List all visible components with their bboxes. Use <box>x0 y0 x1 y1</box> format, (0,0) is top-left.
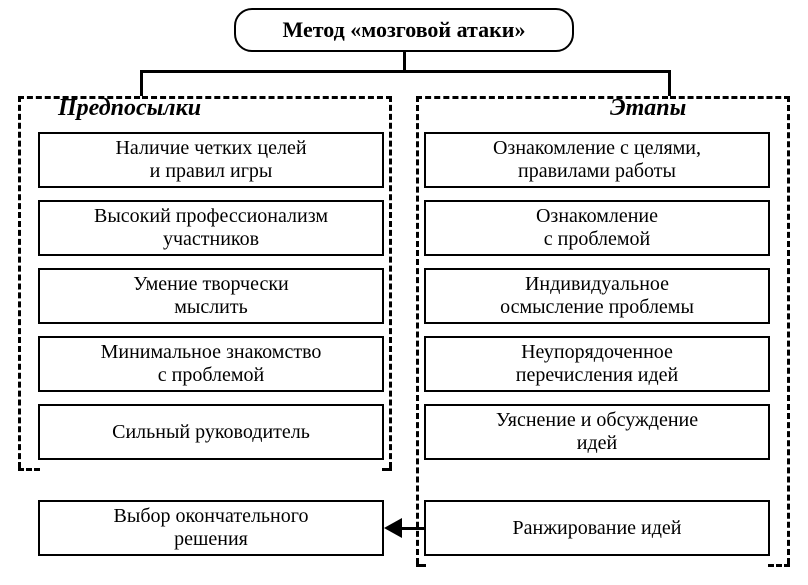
connector-title-down <box>403 52 406 70</box>
right-item-1-text: Ознакомление с целями,правилами работы <box>493 137 701 183</box>
left-item-4: Минимальное знакомствос проблемой <box>38 336 384 392</box>
right-item-1: Ознакомление с целями,правилами работы <box>424 132 770 188</box>
dashed-left-l <box>18 96 21 468</box>
left-item-3-text: Умение творческимыслить <box>133 273 289 319</box>
dashed-right-bot-l <box>416 564 426 567</box>
connector-right-down <box>668 70 671 96</box>
right-header-text: Этапы <box>610 95 686 121</box>
right-item-2-text: Ознакомлениес проблемой <box>536 205 658 251</box>
right-item-3: Индивидуальноеосмысление проблемы <box>424 268 770 324</box>
left-item-4-text: Минимальное знакомствос проблемой <box>101 341 322 387</box>
connector-top-h <box>140 70 668 73</box>
left-item-3: Умение творческимыслить <box>38 268 384 324</box>
right-item-6-text: Ранжирование идей <box>512 517 681 540</box>
right-item-3-text: Индивидуальноеосмысление проблемы <box>500 273 694 319</box>
dashed-right-top2 <box>670 96 790 99</box>
left-item-1-text: Наличие четких целейи правил игры <box>115 137 306 183</box>
left-item-1: Наличие четких целейи правил игры <box>38 132 384 188</box>
left-item-5: Сильный руководитель <box>38 404 384 460</box>
left-column-header: Предпосылки <box>58 95 201 122</box>
right-item-2: Ознакомлениес проблемой <box>424 200 770 256</box>
left-item-6-text: Выбор окончательногорешения <box>114 505 309 551</box>
connector-left-down <box>140 70 143 96</box>
right-item-4-text: Неупорядоченноеперечисления идей <box>516 341 679 387</box>
dashed-right-bot-r <box>768 564 790 567</box>
right-item-4: Неупорядоченноеперечисления идей <box>424 336 770 392</box>
dashed-left-bot-l <box>18 468 40 471</box>
title-text: Метод «мозговой атаки» <box>283 17 526 43</box>
left-item-2: Высокий профессионализмучастников <box>38 200 384 256</box>
right-item-6: Ранжирование идей <box>424 500 770 556</box>
left-header-text: Предпосылки <box>58 95 201 121</box>
dashed-left-r <box>389 96 392 468</box>
right-column-header: Этапы <box>610 95 686 122</box>
diagram-title: Метод «мозговой атаки» <box>234 8 574 52</box>
diagram-canvas: Метод «мозговой атаки» Предпосылки Этапы… <box>0 0 808 585</box>
left-item-6: Выбор окончательногорешения <box>38 500 384 556</box>
left-item-5-text: Сильный руководитель <box>112 421 310 444</box>
right-item-5-text: Уяснение и обсуждениеидей <box>496 409 698 455</box>
dashed-left-bot-r <box>382 468 392 471</box>
left-item-2-text: Высокий профессионализмучастников <box>94 205 328 251</box>
dashed-right-r <box>787 96 790 564</box>
right-item-5: Уяснение и обсуждениеидей <box>424 404 770 460</box>
dashed-right-l <box>416 96 419 564</box>
arrow-head-icon <box>384 518 402 538</box>
